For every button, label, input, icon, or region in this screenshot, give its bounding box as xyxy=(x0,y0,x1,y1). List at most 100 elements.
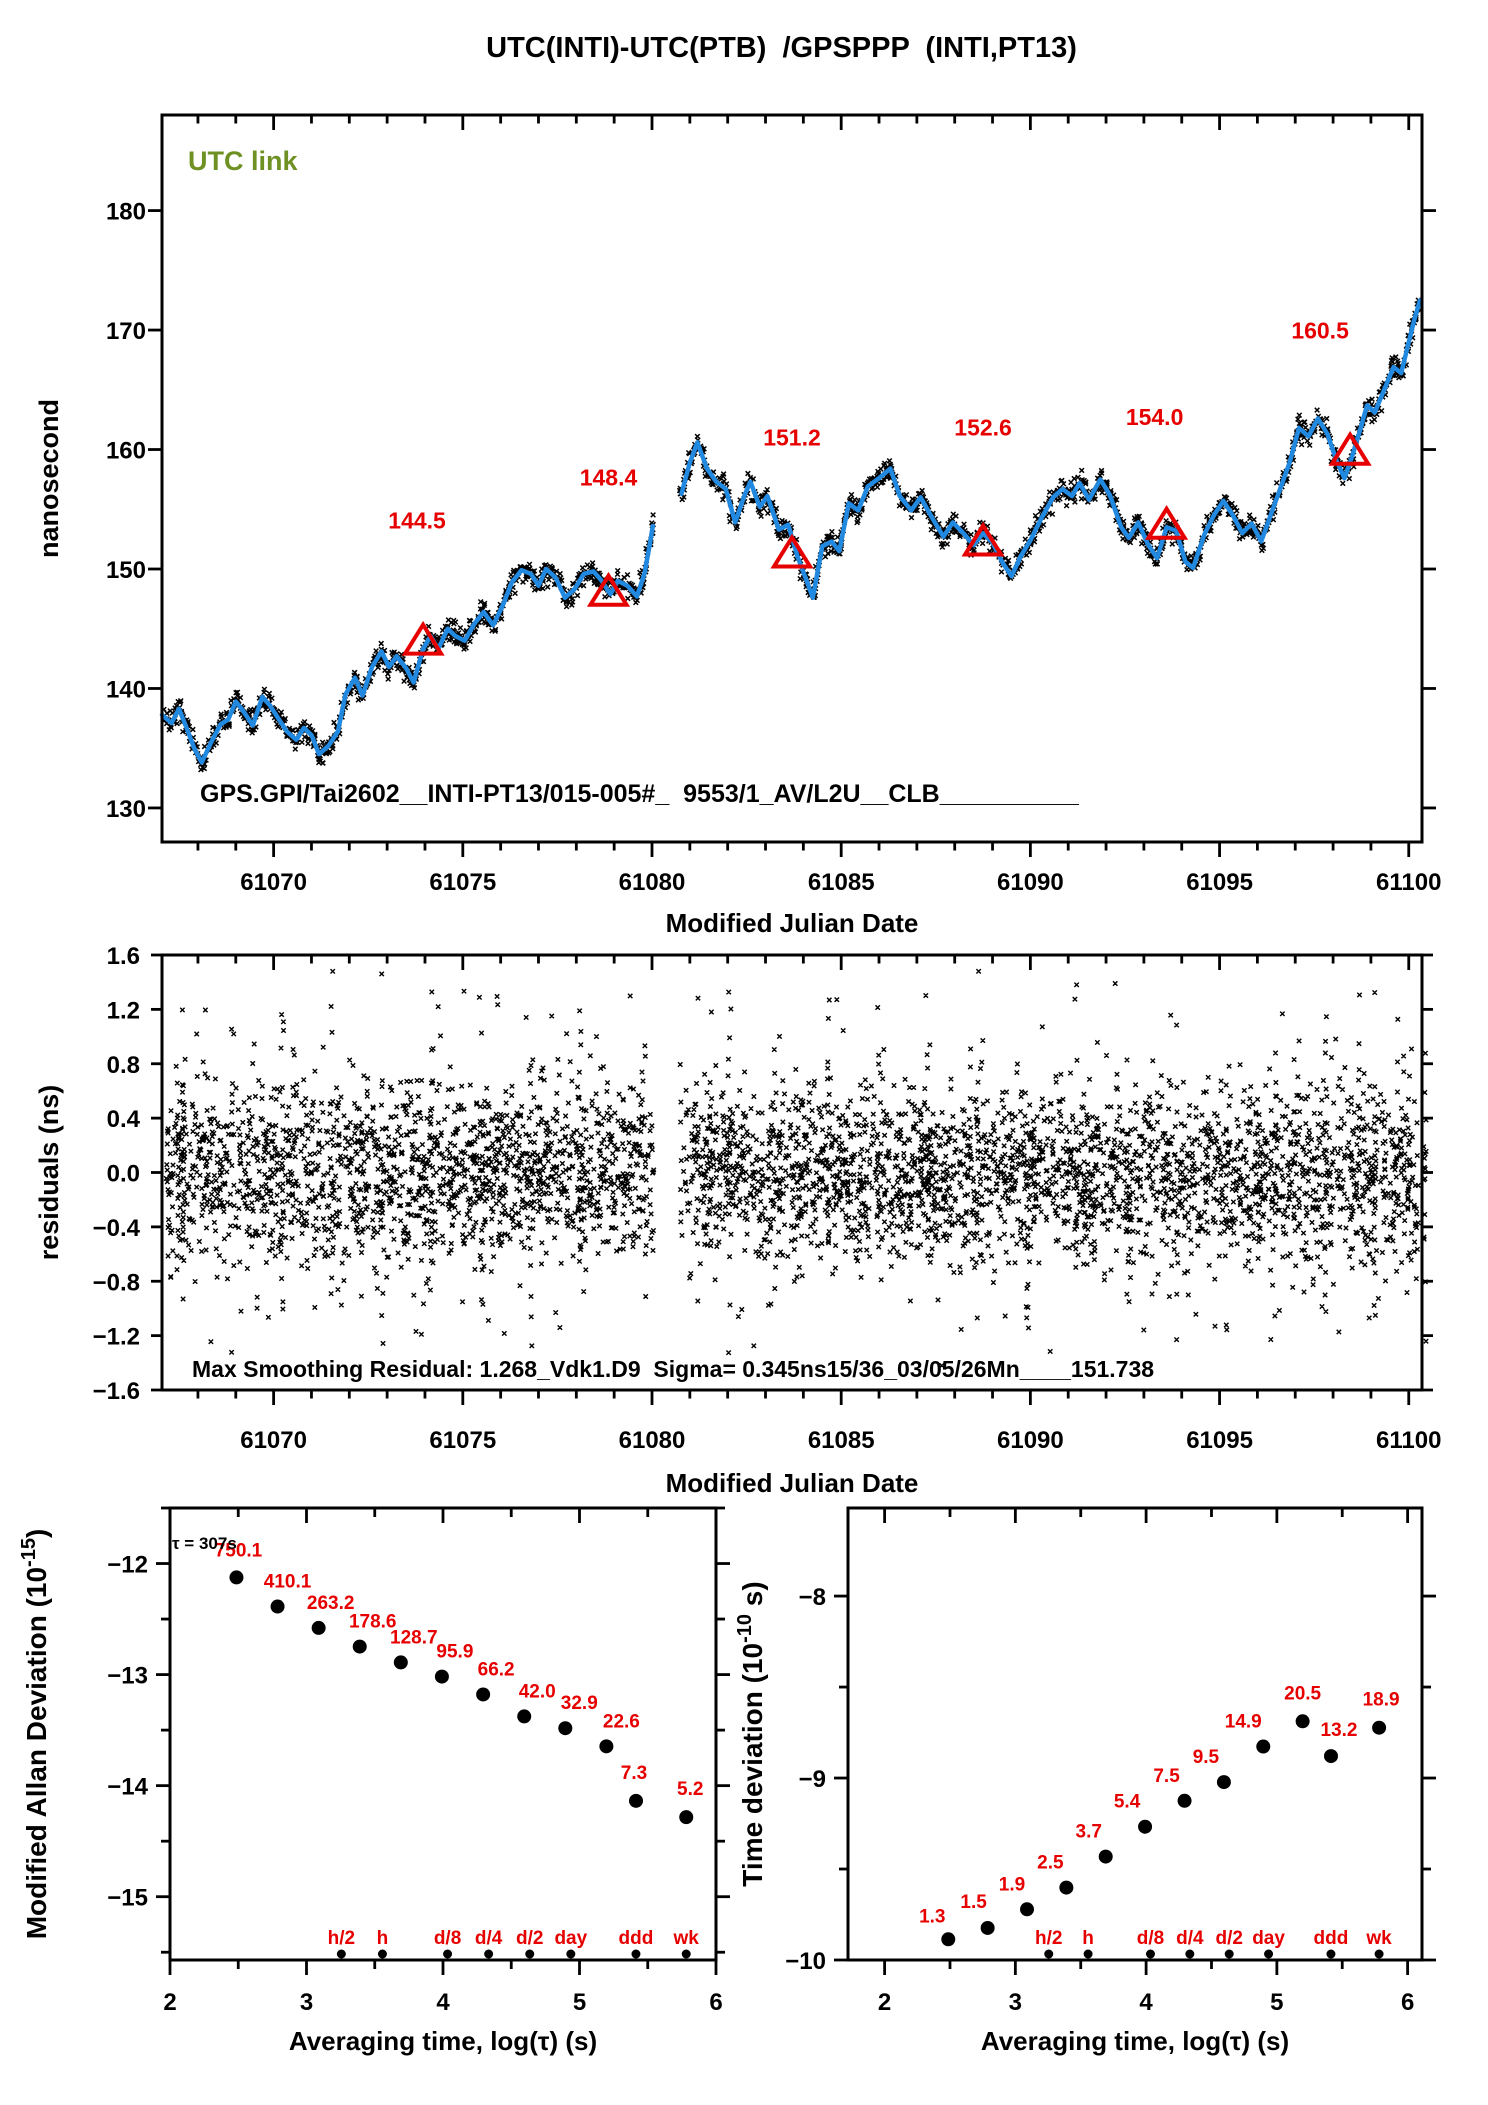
mdev-data-point xyxy=(311,1620,326,1635)
mdev-data-point xyxy=(393,1655,408,1670)
tdev-value-label: 7.5 xyxy=(1153,1766,1180,1787)
mdev-xtick-label: 5 xyxy=(573,1989,586,2016)
mid-ytick-label: 1.2 xyxy=(107,997,140,1024)
tdev-value-label: 1.3 xyxy=(919,1906,945,1927)
utc-point-triangle-marker xyxy=(586,571,631,607)
tdev-value-label: 5.4 xyxy=(1114,1792,1141,1813)
mid-ytick-label: −0.4 xyxy=(93,1215,141,1242)
mdev-ref-dot xyxy=(631,1949,641,1959)
top-ytick-label: 150 xyxy=(106,557,146,584)
mid-ytick-label: 0.4 xyxy=(107,1106,141,1133)
mdev-ref-label: d/2 xyxy=(516,1928,543,1949)
mid-xtick-label: 61080 xyxy=(619,1427,686,1454)
tdev-data-point xyxy=(1098,1849,1113,1864)
mdev-data-point xyxy=(229,1570,244,1585)
tdev-data-point xyxy=(1216,1775,1231,1790)
tdev-value-label: 20.5 xyxy=(1284,1683,1321,1704)
top-ytick-label: 170 xyxy=(106,318,146,345)
mdev-value-label: 22.6 xyxy=(603,1711,640,1732)
tdev-data-point xyxy=(1019,1902,1034,1917)
mdev-value-label: 128.7 xyxy=(390,1627,438,1648)
mdev-data-point xyxy=(270,1599,285,1614)
tdev-value-label: 1.5 xyxy=(960,1892,987,1913)
tdev-value-label: 2.5 xyxy=(1037,1853,1064,1874)
tdev-xtick-label: 5 xyxy=(1270,1989,1283,2016)
mid-ytick-label: 1.6 xyxy=(107,943,140,970)
mdev-ytick-label: −12 xyxy=(107,1552,148,1579)
tdev-data-point xyxy=(1323,1749,1338,1764)
mdev-ref-label: d/4 xyxy=(475,1928,503,1949)
tdev-ref-label: ddd xyxy=(1314,1928,1349,1949)
tdev-ref-label: wk xyxy=(1365,1928,1392,1949)
mdev-value-label: 750.1 xyxy=(215,1540,263,1561)
utc-point-triangle-marker xyxy=(401,620,445,656)
mdev-xtick-label: 6 xyxy=(709,1989,722,2016)
top-ytick-label: 140 xyxy=(106,676,146,703)
tdev-xtick-label: 4 xyxy=(1139,1989,1153,2016)
max-smoothing-annotation: Max Smoothing Residual: 1.268_Vdk1.D9 Si… xyxy=(192,1356,1155,1382)
series-id-annotation: GPS.GPI/Tai2602__INTI-PT13/015-005#_ 955… xyxy=(200,780,1079,808)
utc-point-value-label: 152.6 xyxy=(954,415,1012,441)
top-xtick-label: 61085 xyxy=(808,869,875,896)
top-xaxis-title: Modified Julian Date xyxy=(666,908,919,938)
mdev-data-point xyxy=(434,1669,449,1684)
utc-point-triangle-marker xyxy=(770,533,814,569)
mid-xaxis-title: Modified Julian Date xyxy=(666,1468,919,1498)
tdev-ref-dot xyxy=(1185,1949,1195,1959)
mdev-ref-label: h/2 xyxy=(328,1928,355,1949)
mdev-ref-dot xyxy=(566,1949,576,1959)
mid-ytick-label: −1.6 xyxy=(93,1378,140,1405)
tdev-xtick-label: 3 xyxy=(1009,1989,1022,2016)
mdev-xtick-label: 4 xyxy=(436,1989,450,2016)
mdev-ref-label: wk xyxy=(673,1928,700,1949)
residuals-scatter-markers xyxy=(163,968,1429,1369)
mdev-value-label: 66.2 xyxy=(478,1659,515,1680)
tdev-ref-label: h/2 xyxy=(1035,1928,1062,1949)
top-xtick-label: 61095 xyxy=(1186,869,1253,896)
mdev-ytick-label: −13 xyxy=(107,1663,148,1690)
mdev-ref-label: ddd xyxy=(619,1928,654,1949)
mdev-ref-dot xyxy=(525,1949,535,1959)
tdev-data-point xyxy=(1177,1793,1192,1808)
mdev-ref-dot xyxy=(377,1949,387,1959)
tdev-ref-dot xyxy=(1264,1949,1274,1959)
top-xtick-label: 61100 xyxy=(1376,869,1441,896)
top-ytick-label: 130 xyxy=(106,796,146,823)
mdev-ref-label: h xyxy=(377,1928,389,1949)
mdev-value-label: 5.2 xyxy=(677,1779,703,1800)
mdev-xtick-label: 2 xyxy=(163,1989,176,2016)
tdev-yaxis-title: Time deviation (10-10 s) xyxy=(734,1581,768,1886)
tdev-value-label: 13.2 xyxy=(1321,1720,1358,1741)
tdev-ref-dot xyxy=(1145,1949,1155,1959)
tdev-ref-label: d/2 xyxy=(1215,1928,1242,1949)
tdev-ref-dot xyxy=(1374,1949,1384,1959)
utc-point-value-label: 160.5 xyxy=(1291,318,1349,344)
top-xtick-label: 61090 xyxy=(997,869,1064,896)
tdev-data-point xyxy=(1372,1720,1387,1735)
mdev-value-label: 42.0 xyxy=(519,1681,556,1702)
mdev-value-label: 410.1 xyxy=(264,1572,312,1593)
mdev-data-point xyxy=(599,1739,614,1754)
tdev-data-point xyxy=(1256,1739,1271,1754)
tdev-ytick-label: −10 xyxy=(785,1948,826,1975)
tdev-frame xyxy=(846,1506,1424,1962)
utc-link-legend: UTC link xyxy=(188,146,298,176)
mdev-ref-label: d/8 xyxy=(434,1928,461,1949)
tdev-data-point xyxy=(1295,1714,1310,1729)
mid-xtick-label: 61075 xyxy=(429,1427,496,1454)
tdev-ref-dot xyxy=(1326,1949,1336,1959)
tdev-xtick-label: 6 xyxy=(1401,1989,1414,2016)
mdev-xtick-label: 3 xyxy=(300,1989,313,2016)
mdev-value-label: 95.9 xyxy=(436,1642,473,1663)
mdev-yaxis-title: Modified Allan Deviation (10-15) xyxy=(18,1529,52,1940)
mdev-data-point xyxy=(679,1810,694,1825)
tdev-ref-dot xyxy=(1044,1949,1054,1959)
top-yaxis-title: nanosecond xyxy=(34,399,64,558)
tdev-ref-dot xyxy=(1224,1949,1234,1959)
mdev-data-point xyxy=(558,1721,573,1736)
mid-ytick-label: 0.8 xyxy=(107,1052,140,1079)
utc-point-value-label: 154.0 xyxy=(1126,404,1184,430)
tdev-ref-label: h xyxy=(1082,1928,1094,1949)
